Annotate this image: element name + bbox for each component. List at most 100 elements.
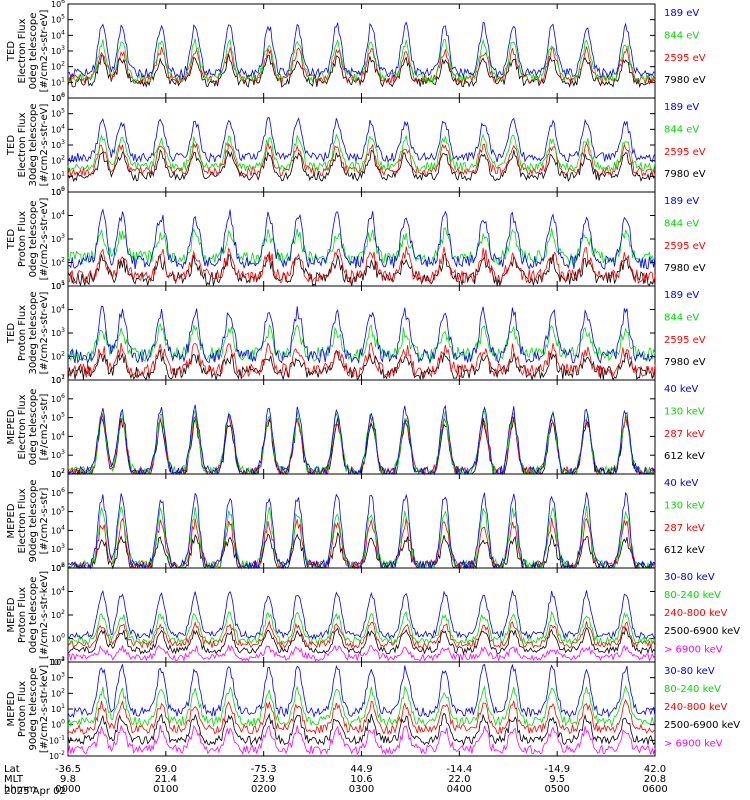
- panel-ylabel: 0deg telescope: [28, 13, 39, 90]
- legend-entry: 30-80 keV: [664, 572, 715, 583]
- series-line-3: [67, 227, 656, 266]
- panel-ylabel: MEPED: [6, 503, 17, 538]
- y-tick-label: 102: [51, 155, 65, 166]
- axis-row-label: Lat: [4, 764, 20, 775]
- legend-entry: 130 keV: [664, 500, 705, 511]
- x-tick-label: 42.0: [644, 764, 666, 775]
- axis-row-label: MLT: [4, 774, 24, 785]
- legend-entry: 80-240 keV: [664, 590, 721, 601]
- y-tick-label: 102: [51, 61, 65, 72]
- panel-ylabel: MEPED: [6, 409, 17, 444]
- panel-ylabel: Electron Flux: [17, 112, 28, 177]
- series-line-5: [67, 589, 656, 640]
- panel-1: 100 101 102 103 104 105 106 TED Electron Flux 0de…: [6, 0, 706, 103]
- series-line-1: [67, 644, 656, 663]
- legend-entry: 7980 eV: [664, 263, 706, 274]
- y-tick-label: 100: [51, 92, 65, 103]
- y-tick-label: 101: [51, 374, 65, 385]
- y-tick-label: 102: [51, 687, 65, 698]
- y-tick-label: 105: [51, 186, 65, 197]
- legend-entry: 2595 eV: [664, 241, 706, 252]
- legend-entry: > 6900 keV: [664, 738, 723, 749]
- y-tick-label: 103: [51, 672, 65, 683]
- legend-entry: 2595 eV: [664, 53, 706, 64]
- y-tick-label: 105: [51, 280, 65, 291]
- y-tick-label: 102: [51, 609, 65, 620]
- legend-entry: 612 keV: [664, 545, 705, 556]
- x-tick-label: 69.0: [155, 764, 177, 775]
- panel-8: 10-2 10-1 100 101 102 103 104 MEPED Proton Flux 9…: [6, 656, 740, 761]
- y-tick-label: 101: [51, 280, 65, 291]
- panel-frame: [67, 473, 656, 569]
- y-tick-label: 100: [51, 719, 65, 730]
- y-tick-label: 104: [51, 123, 65, 134]
- series-line-3: [67, 38, 656, 84]
- y-tick-label: 10-2: [49, 750, 65, 761]
- y-tick-label: 104: [51, 656, 65, 667]
- legend-entry: 30-80 keV: [664, 666, 715, 677]
- panel-ylabel: Electron Flux: [17, 488, 28, 553]
- legend-entry: 240-800 keV: [664, 608, 728, 619]
- legend-entry: 2595 eV: [664, 335, 706, 346]
- panel-ylabel: Proton Flux: [17, 305, 28, 361]
- x-tick-label: 0600: [642, 784, 667, 795]
- x-tick-label: 44.9: [350, 764, 372, 775]
- series-line-2: [67, 712, 656, 747]
- panel-frame: [67, 3, 656, 99]
- series-line-1: [67, 149, 656, 183]
- series-line-4: [67, 491, 655, 570]
- series-line-2: [67, 626, 656, 656]
- panel-ylabel: Proton Flux: [17, 681, 28, 737]
- panel-6: 102 103 104 105 106 107 MEPED Electron Flux 90de…: [6, 468, 705, 573]
- legend-entry: 189 eV: [664, 8, 699, 19]
- legend-entry: 844 eV: [664, 218, 699, 229]
- panel-ylabel: Electron Flux: [17, 394, 28, 459]
- panel-ylabel: [#/cm2-s-str-keV]: [39, 665, 50, 753]
- legend-entry: 287 keV: [664, 429, 705, 440]
- series-line-3: [67, 620, 656, 649]
- legend-entry: 287 keV: [664, 523, 705, 534]
- panel-frame: [67, 191, 656, 287]
- legend-entry: 2500-6900 keV: [664, 720, 740, 731]
- legend-entry: 189 eV: [664, 290, 699, 301]
- panel-frame: [67, 379, 656, 475]
- y-tick-label: 106: [51, 562, 65, 573]
- panel-ylabel: [#/cm2-s-str-eV]: [39, 10, 50, 93]
- panel-ylabel: [#/cm2-s-str-eV]: [39, 292, 50, 375]
- x-tick-label: 0400: [447, 784, 472, 795]
- y-tick-label: 107: [51, 374, 65, 385]
- legend-entry: 844 eV: [664, 124, 699, 135]
- panel-ylabel: TED: [6, 41, 17, 62]
- y-tick-label: 101: [51, 170, 65, 181]
- legend-entry: 189 eV: [664, 196, 699, 207]
- y-tick-label: 103: [51, 45, 65, 56]
- y-tick-label: 105: [51, 412, 65, 423]
- y-tick-label: 103: [51, 543, 65, 554]
- legend-entry: 2595 eV: [664, 147, 706, 158]
- y-tick-label: 10-2: [49, 656, 65, 667]
- y-tick-label: 105: [51, 14, 65, 25]
- y-tick-label: 100: [51, 186, 65, 197]
- series-line-2: [67, 341, 656, 379]
- y-tick-label: 107: [51, 468, 65, 479]
- panel-ylabel: TED: [6, 323, 17, 344]
- series-line-4: [67, 305, 656, 365]
- y-tick-label: 103: [51, 449, 65, 460]
- y-tick-label: 106: [51, 393, 65, 404]
- y-tick-label: 103: [51, 327, 65, 338]
- x-tick-label: -14.9: [544, 764, 570, 775]
- legend-entry: 40 keV: [664, 478, 698, 489]
- series-line-4: [67, 208, 656, 270]
- x-tick-label: 9.5: [549, 774, 565, 785]
- x-tick-label: -75.3: [251, 764, 277, 775]
- x-tick-label: 9.8: [60, 774, 76, 785]
- y-tick-label: 106: [51, 487, 65, 498]
- y-tick-label: 100: [51, 633, 65, 644]
- series-line-4: [67, 404, 656, 476]
- series-line-1: [67, 348, 656, 381]
- y-tick-label: 104: [51, 524, 65, 535]
- legend-entry: 7980 eV: [664, 357, 706, 368]
- panel-7: 10-2 100 102 104 106 MEPED Proton Flux 0deg tel…: [6, 562, 740, 667]
- series-line-2: [67, 46, 656, 86]
